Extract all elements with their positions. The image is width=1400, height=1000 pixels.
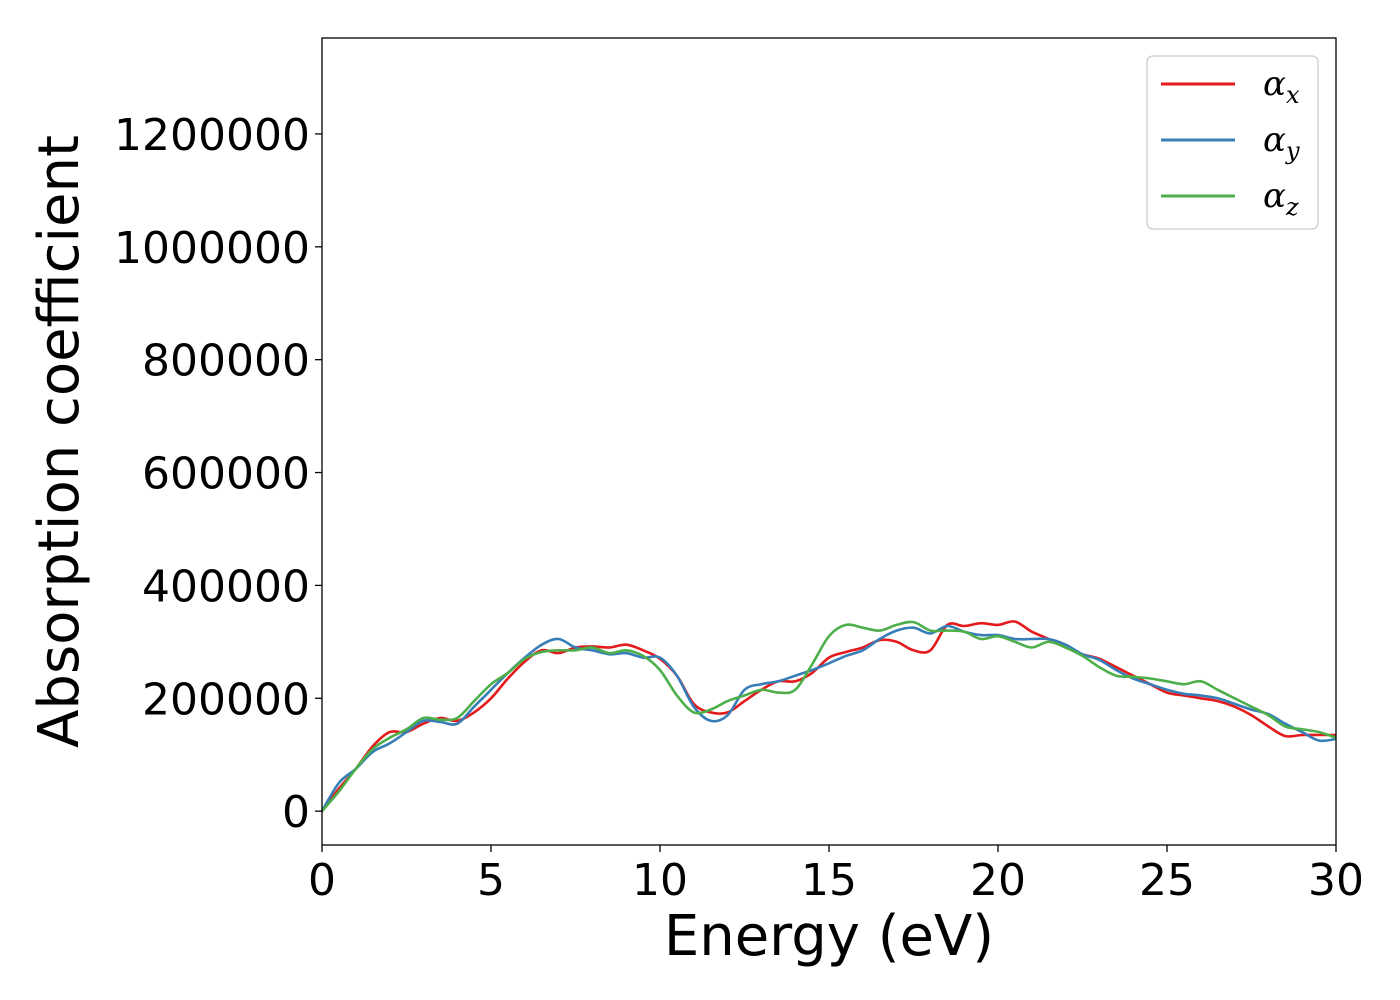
legend-label-z: αz [1263, 176, 1299, 221]
x-tick-label: 0 [308, 855, 336, 906]
series-line-y [322, 624, 1336, 813]
y-tick-label: 1000000 [114, 223, 310, 274]
y-axis-title: Absorption coefficient [27, 135, 92, 748]
x-tick-label: 5 [477, 855, 505, 906]
legend-label-x: αx [1263, 64, 1300, 109]
legend-label-y: αy [1263, 120, 1300, 165]
series-layer [322, 620, 1336, 813]
legend-box [1146, 55, 1319, 230]
legend-label-base: α [1263, 176, 1286, 216]
x-tick-label: 15 [801, 855, 857, 906]
x-tick-label: 25 [1139, 855, 1195, 906]
y-tick-label: 0 [282, 787, 310, 838]
legend-label-subscript: x [1286, 81, 1300, 109]
x-tick-label: 30 [1308, 855, 1364, 906]
y-tick-label: 400000 [142, 561, 310, 612]
x-axis-ticks: 0 5 10 15 20 25 30 [308, 845, 1364, 906]
legend-label-subscript: z [1285, 193, 1299, 221]
series-line-x [322, 620, 1336, 813]
legend-label-base: α [1263, 120, 1286, 160]
legend-label-subscript: y [1285, 137, 1300, 165]
series-line-z [322, 620, 1336, 813]
x-axis-title: Energy (eV) [664, 904, 994, 969]
y-tick-label: 800000 [142, 336, 310, 387]
y-tick-label: 200000 [142, 674, 310, 725]
legend-label-base: α [1263, 64, 1286, 104]
x-tick-label: 20 [970, 855, 1026, 906]
x-tick-label: 10 [632, 855, 688, 906]
y-axis-ticks: 0 200000 400000 600000 800000 1000000 1200000 [114, 110, 322, 838]
y-tick-label: 1200000 [114, 110, 310, 161]
y-tick-label: 600000 [142, 449, 310, 500]
